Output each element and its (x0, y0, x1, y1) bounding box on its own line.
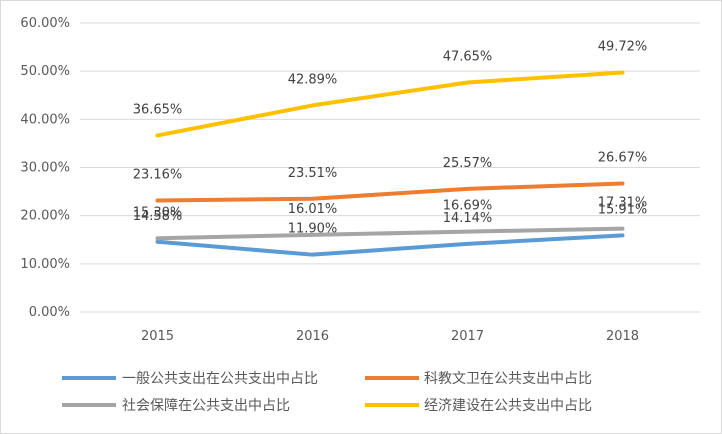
series-lines (155, 70, 625, 257)
data-label-economic-construction: 36.65% (133, 102, 183, 117)
y-axis-ticks: 0.00% 10.00% 20.00% 30.00% 40.00% 50.00% 60.00… (20, 16, 70, 320)
legend-label-general-public: 一般公共支出在公共支出中占比 (122, 371, 318, 387)
data-label-science-education: 23.51% (288, 166, 338, 181)
x-tick-label: 2016 (296, 329, 329, 344)
data-label-general-public: 14.58% (133, 209, 183, 224)
data-label-economic-construction: 42.89% (288, 72, 338, 87)
data-label-science-education: 25.57% (443, 156, 493, 171)
data-labels: 14.58% 11.90% 14.14% 15.91% 23.16% 23.51% 25.5… (133, 40, 648, 237)
data-label-social-security: 16.69% (443, 199, 493, 214)
legend-item-science-education: 科教文卫在公共支出中占比 (365, 371, 592, 387)
x-axis-ticks: 2015 2016 2017 2018 (141, 329, 639, 344)
y-tick-label: 50.00% (20, 64, 70, 79)
legend-label-economic-construction: 经济建设在公共支出中占比 (424, 398, 592, 414)
y-tick-label: 20.00% (20, 209, 70, 224)
gridlines (80, 22, 700, 313)
data-label-social-security: 15.30% (133, 205, 183, 220)
x-tick-label: 2018 (606, 329, 639, 344)
series-line-general-public (155, 233, 625, 257)
series-line-economic-construction (155, 70, 625, 138)
x-tick-label: 2015 (141, 329, 174, 344)
data-label-social-security: 17.31% (598, 196, 648, 211)
data-label-social-security: 16.01% (288, 202, 338, 217)
legend-item-general-public: 一般公共支出在公共支出中占比 (62, 371, 318, 387)
data-label-economic-construction: 47.65% (443, 49, 493, 64)
data-label-general-public: 11.90% (288, 222, 338, 237)
data-label-general-public: 15.91% (598, 202, 648, 217)
data-label-science-education: 26.67% (598, 151, 648, 166)
data-label-science-education: 23.16% (133, 167, 183, 182)
y-tick-label: 0.00% (29, 305, 70, 320)
y-tick-label: 40.00% (20, 112, 70, 127)
data-label-economic-construction: 49.72% (598, 40, 648, 55)
legend-item-economic-construction: 经济建设在公共支出中占比 (365, 398, 592, 414)
data-label-general-public: 14.14% (443, 211, 493, 226)
series-line-social-security (155, 226, 625, 241)
y-tick-label: 30.00% (20, 161, 70, 176)
y-tick-label: 60.00% (20, 16, 70, 31)
legend-label-social-security: 社会保障在公共支出中占比 (122, 398, 290, 414)
legend: 一般公共支出在公共支出中占比 科教文卫在公共支出中占比 社会保障在公共支出中占比… (62, 371, 592, 414)
x-tick-label: 2017 (451, 329, 484, 344)
legend-item-social-security: 社会保障在公共支出中占比 (62, 398, 290, 414)
y-tick-label: 10.00% (20, 257, 70, 272)
legend-label-science-education: 科教文卫在公共支出中占比 (424, 371, 592, 387)
series-line-science-education (155, 181, 625, 203)
